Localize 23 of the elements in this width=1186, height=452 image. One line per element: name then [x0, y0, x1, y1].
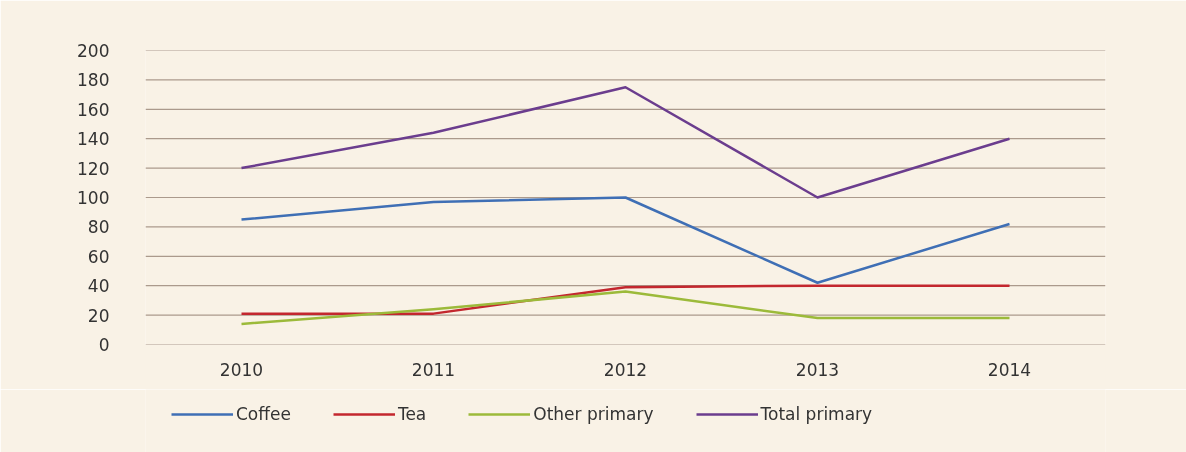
y-tick-label: 40: [87, 276, 110, 297]
x-tick-label: 2013: [795, 359, 840, 380]
x-tick-label: 2011: [411, 359, 456, 380]
line-series: [240, 290, 1011, 326]
y-tick-label: 120: [77, 158, 110, 179]
y-tick-label: 60: [87, 246, 110, 267]
y-tick-label: 180: [77, 70, 110, 91]
y-tick-label: 160: [77, 99, 110, 120]
legend-label: Total primary: [760, 404, 873, 424]
x-tick-label: 2010: [219, 359, 264, 380]
legend-label: Coffee: [236, 404, 291, 424]
y-tick-label: 80: [87, 217, 110, 238]
x-tick-label: 2012: [603, 359, 648, 380]
line-series: [240, 196, 1011, 285]
y-tick-label: 140: [77, 129, 110, 150]
y-tick-label: 100: [77, 188, 110, 208]
line-series: [240, 86, 1011, 199]
y-tick-label: 200: [77, 41, 110, 61]
y-tick-label: 20: [87, 305, 110, 326]
legend-label: Other primary: [533, 404, 654, 424]
legend-label: Tea: [397, 404, 427, 424]
y-tick-label: 0: [98, 335, 110, 355]
x-tick-label: 2014: [987, 359, 1032, 380]
